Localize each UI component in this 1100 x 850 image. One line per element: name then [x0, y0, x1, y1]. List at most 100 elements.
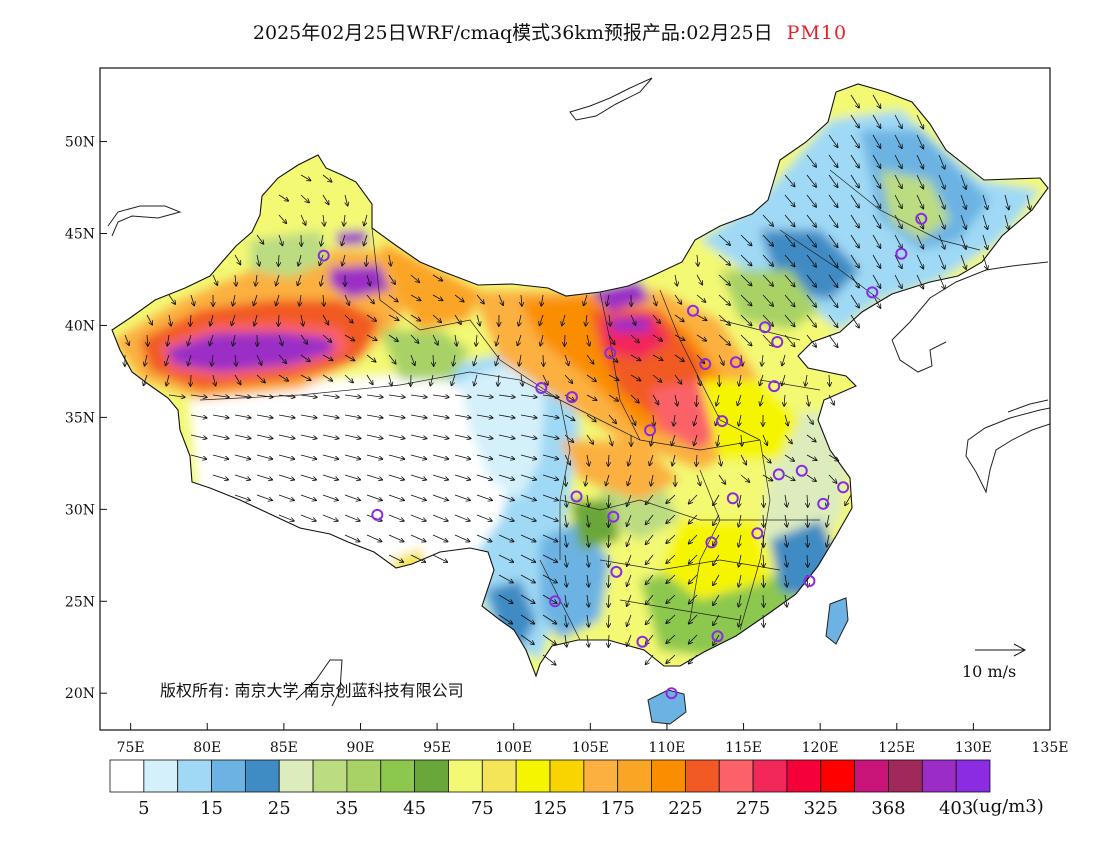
- wind-arrow: [212, 395, 229, 397]
- lon-tick-label: 105E: [572, 740, 609, 756]
- city-marker: [759, 321, 771, 334]
- plot-area: 版权所有: 南京大学 南京创蓝科技有限公司 10 m/s: [107, 77, 1050, 725]
- wind-arrow: [498, 434, 515, 438]
- wind-arrow: [806, 234, 816, 247]
- wind-arrow: [541, 294, 543, 306]
- wind-arrow: [321, 274, 323, 286]
- wind-arrow: [233, 294, 235, 306]
- wind-arrow: [410, 514, 426, 521]
- wind-arrow: [674, 334, 685, 340]
- wind-arrow: [828, 234, 838, 247]
- wind-arrow: [762, 214, 773, 226]
- wind-arrow: [212, 454, 228, 459]
- wind-arrow: [388, 334, 398, 341]
- wind-arrow: [432, 395, 449, 397]
- wind-arrow: [738, 534, 741, 547]
- colorbar-swatch: [752, 759, 788, 793]
- wind-arrow: [652, 374, 662, 382]
- wind-arrow: [828, 294, 838, 307]
- city-marker: [644, 424, 657, 437]
- colorbar-unit: (ug/m3): [972, 796, 1044, 817]
- wind-arrow: [498, 395, 515, 397]
- wind-arrow: [763, 574, 764, 587]
- wind-arrow: [673, 414, 675, 426]
- lat-tick-label: 50N: [65, 135, 95, 151]
- lat-tick-label: 45N: [65, 227, 95, 243]
- wind-arrow: [256, 414, 273, 418]
- wind-arrow: [960, 234, 966, 249]
- city-marker: [729, 356, 742, 369]
- wind-arrow: [278, 395, 295, 397]
- wind-arrow: [916, 114, 923, 129]
- wind-arrow: [696, 274, 702, 285]
- wind-arrow: [322, 434, 339, 438]
- wind-arrow: [562, 314, 566, 326]
- wind-arrow: [388, 434, 405, 438]
- city-marker: [771, 335, 784, 348]
- lon-tick-label: 85E: [270, 740, 298, 756]
- wind-arrow: [210, 334, 214, 345]
- wind-arrow: [432, 294, 443, 300]
- wind-arrow: [738, 494, 741, 507]
- colorbar-swatch: [109, 759, 145, 793]
- wind-arrow: [476, 534, 492, 542]
- wind-arrow: [520, 534, 536, 542]
- wind-arrow: [807, 514, 808, 527]
- wind-arrow: [938, 214, 945, 229]
- wind-arrow: [627, 554, 632, 566]
- wind-arrow: [520, 514, 536, 521]
- wind-arrow: [585, 474, 587, 486]
- wind-arrow: [498, 474, 514, 480]
- lon-tick-label: 75E: [117, 740, 145, 756]
- wind-arrow: [916, 134, 923, 149]
- wind-arrow: [165, 354, 170, 365]
- wind-arrow: [520, 594, 535, 603]
- wind-arrow: [894, 194, 902, 208]
- wind-arrow: [366, 334, 377, 340]
- city-marker: [803, 575, 816, 588]
- wind-arrow: [344, 494, 360, 500]
- wind-arrow: [785, 534, 787, 547]
- wind-arrow: [739, 414, 741, 426]
- wind-arrow: [432, 334, 438, 345]
- wind-arrow: [366, 374, 373, 384]
- wind-arrow: [806, 454, 817, 460]
- wind-arrow: [608, 574, 609, 587]
- wind-arrow: [498, 594, 513, 603]
- wind-arrow: [543, 354, 544, 366]
- wind-arrow: [982, 234, 988, 249]
- wind-arrow: [608, 354, 618, 362]
- wind-arrow: [496, 334, 499, 346]
- wind-arrow: [454, 534, 470, 542]
- wind-arrow: [829, 374, 830, 386]
- wind-arrow: [432, 554, 447, 562]
- wind-arrow: [388, 314, 399, 320]
- colorbar-label: 403: [939, 798, 973, 819]
- wind-arrow: [166, 374, 169, 386]
- wind-arrow: [806, 154, 816, 167]
- neighbour-coastlines: [107, 77, 1050, 707]
- wind-arrow: [454, 494, 470, 500]
- wind-arrow: [498, 454, 514, 459]
- wind-arrow: [542, 554, 557, 562]
- wind-arrow: [477, 314, 480, 326]
- wind-arrow: [586, 354, 594, 364]
- wind-arrow: [740, 234, 752, 246]
- lon-tick-label: 90E: [346, 740, 374, 756]
- wind-arrow: [652, 314, 660, 323]
- wind-arrow: [763, 534, 764, 547]
- wind-arrow: [740, 314, 752, 326]
- city-marker: [772, 468, 785, 481]
- wind-arrow: [278, 354, 286, 363]
- wind-arrow: [850, 294, 859, 308]
- wind-arrow: [454, 395, 471, 397]
- city-marker: [716, 415, 729, 428]
- wind-arrow: [666, 634, 676, 643]
- wind-arrow: [190, 414, 207, 418]
- colorbar-label: 368: [871, 798, 905, 819]
- wind-arrow: [689, 494, 698, 504]
- wind-arrow: [565, 534, 567, 547]
- wind-arrow: [322, 374, 332, 381]
- wind-arrow: [498, 574, 513, 583]
- wind-arrow: [587, 634, 589, 647]
